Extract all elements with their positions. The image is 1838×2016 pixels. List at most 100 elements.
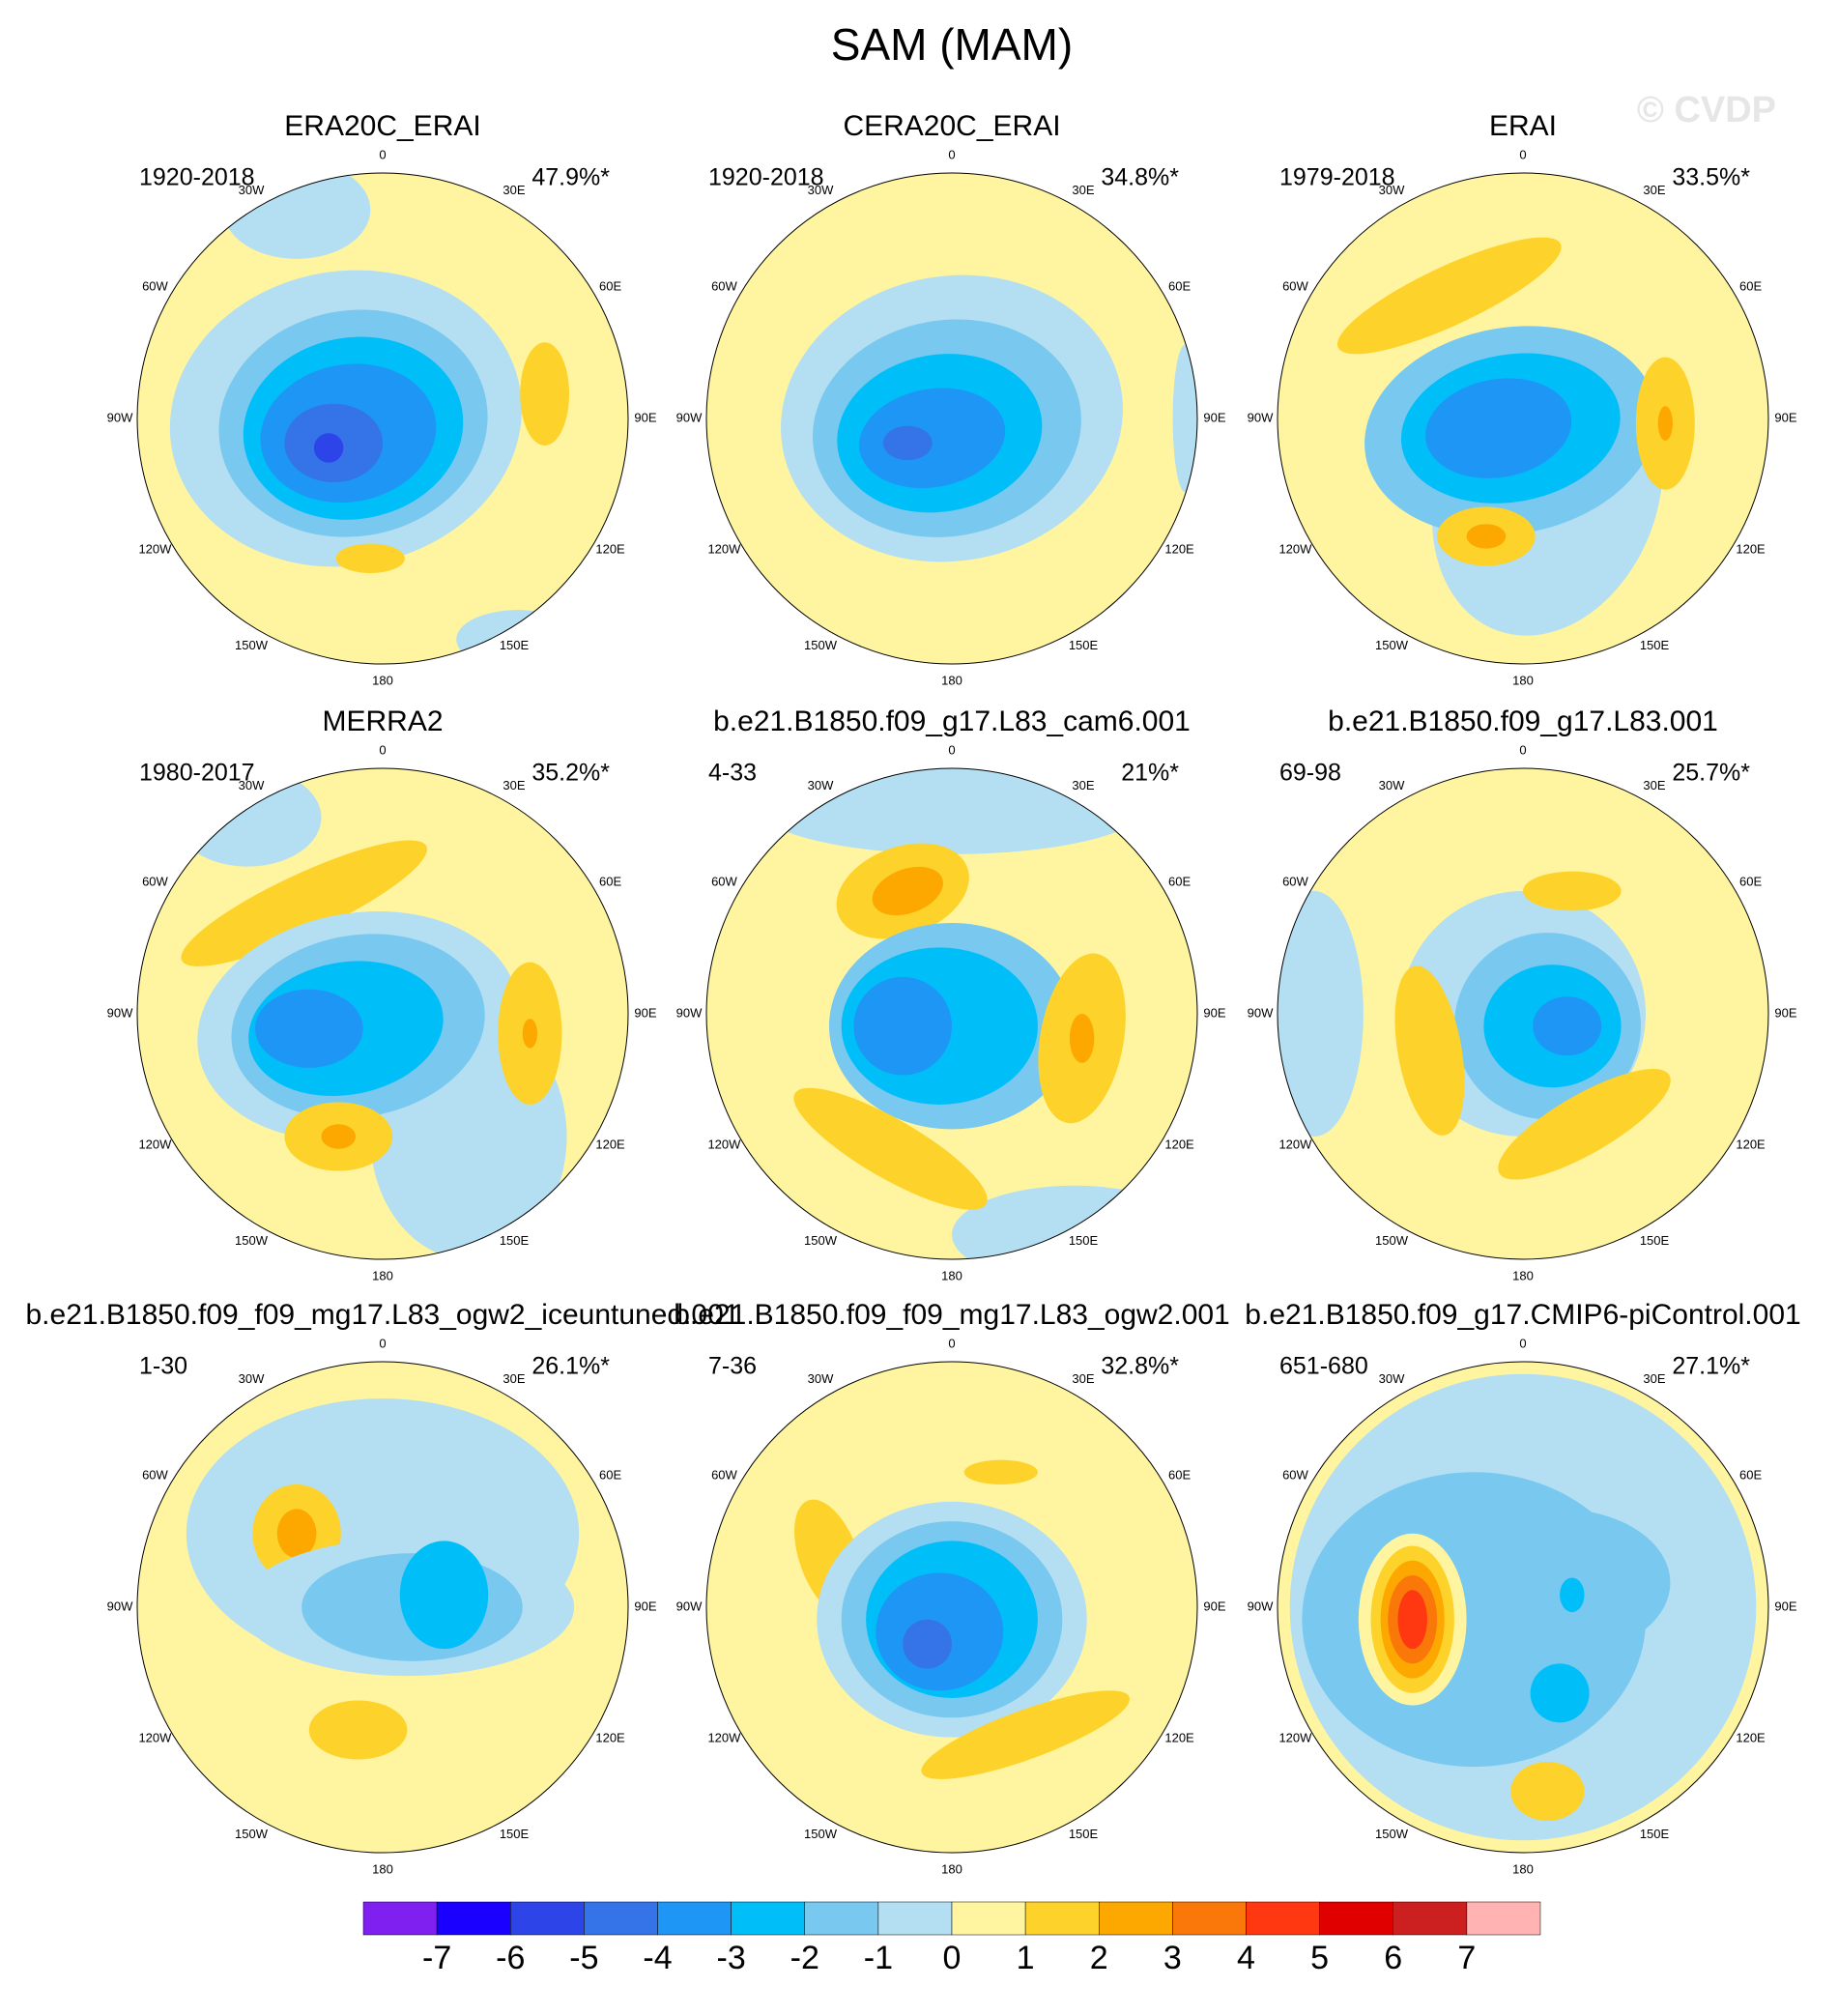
longitude-label: 90E [634, 1598, 656, 1613]
colorbar-box [1024, 1901, 1100, 1936]
colorbar-box [436, 1901, 511, 1936]
colorbar-label: 0 [943, 1940, 962, 1976]
panel-variance: 34.8%* [1101, 164, 1179, 191]
longitude-label: 30W [239, 1371, 265, 1386]
longitude-label: 90W [1248, 1598, 1274, 1613]
longitude-label: 30W [1379, 183, 1405, 197]
contour-fill [1425, 378, 1572, 478]
contour-fill [1172, 344, 1197, 493]
longitude-label: 30W [239, 778, 265, 792]
longitude-label: 90W [676, 1598, 703, 1613]
contour-fill [1394, 965, 1465, 1136]
colorbar-box [1466, 1901, 1541, 1936]
contour-fill [1069, 1014, 1095, 1063]
contour-field [137, 173, 628, 664]
longitude-label: 120W [1278, 541, 1312, 556]
longitude-label: 150W [235, 1233, 269, 1248]
longitude-label: 120W [138, 1730, 172, 1744]
longitude-label: 150W [1375, 638, 1409, 652]
longitude-label: 0 [948, 1336, 955, 1350]
contour-fill [522, 1019, 538, 1049]
contour-fill [1657, 406, 1673, 441]
map-panel: MERRA2 1980-2017 35.2%* 0 30E 60E 90E 120E 150E 1… [107, 706, 657, 1283]
longitude-label: 150W [1375, 1233, 1409, 1248]
longitude-label: 150W [804, 1233, 838, 1248]
panel-title: ERA20C_ERAI [284, 110, 480, 142]
contour-fill [963, 1459, 1038, 1485]
contour-fill [1523, 871, 1622, 911]
panel-period: 651-680 [1279, 1353, 1368, 1380]
contour-fill [313, 433, 344, 463]
longitude-label: 180 [941, 1861, 962, 1876]
colorbar-label: 2 [1090, 1940, 1108, 1976]
contour-fill [793, 1087, 988, 1210]
colorbar-label: -1 [864, 1940, 893, 1976]
contour-fill [1530, 1663, 1590, 1723]
colorbar-label: 7 [1457, 1940, 1476, 1976]
longitude-label: 90W [1248, 410, 1274, 424]
colorbar-label: -6 [496, 1940, 525, 1976]
longitude-label: 180 [372, 1861, 393, 1876]
panel-variance: 33.5%* [1672, 164, 1750, 191]
colorbar-label: 6 [1384, 1940, 1402, 1976]
panel-title: b.e21.B1850.f09_g17.CMIP6-piControl.001 [1245, 1299, 1800, 1331]
longitude-label: 30W [1379, 778, 1405, 792]
longitude-label: 30E [503, 1371, 525, 1386]
contour-fill [1533, 996, 1602, 1056]
contour-field [706, 1362, 1197, 1853]
contour-fill [1510, 1762, 1585, 1821]
colorbar-box [657, 1901, 732, 1936]
contour-fill [1449, 1509, 1671, 1656]
longitude-label: 0 [1519, 147, 1526, 161]
colorbar-label: -4 [643, 1940, 672, 1976]
contour-fill [181, 840, 427, 966]
longitude-label: 60E [599, 278, 621, 293]
contour-fill [872, 866, 943, 916]
longitude-label: 120E [595, 1137, 625, 1151]
longitude-label: 90W [1248, 1005, 1274, 1020]
watermark: © CVDP [1637, 90, 1776, 130]
colorbar-box [804, 1901, 879, 1936]
contour-fill [335, 543, 405, 574]
contour-fill [755, 768, 1149, 854]
map-border [1277, 1361, 1769, 1854]
colorbar-label: 1 [1017, 1940, 1035, 1976]
longitude-label: 90E [1774, 1005, 1796, 1020]
longitude-label: 120E [595, 1730, 625, 1744]
colorbar-label: -3 [717, 1940, 746, 1976]
map-border [136, 767, 629, 1260]
longitude-label: 150W [804, 1827, 838, 1841]
longitude-label: 30W [239, 183, 265, 197]
longitude-label: 120W [138, 541, 172, 556]
longitude-label: 90W [107, 1598, 133, 1613]
longitude-label: 60W [1282, 278, 1308, 293]
contour-field [706, 768, 1197, 1259]
longitude-label: 150E [1640, 1827, 1670, 1841]
contour-fill [254, 989, 363, 1068]
contour-fill [276, 1509, 317, 1559]
contour-fill [1336, 237, 1562, 355]
colorbar-box [1393, 1901, 1468, 1936]
map-panel: b.e21.B1850.f09_g17.L83_cam6.001 4-33 21%*… [676, 706, 1226, 1283]
longitude-label: 90W [107, 1005, 133, 1020]
longitude-label: 90E [1774, 1598, 1796, 1613]
longitude-label: 150E [1069, 638, 1099, 652]
colorbar-label: -7 [422, 1940, 451, 1976]
longitude-label: 120E [1736, 1730, 1766, 1744]
contour-fill [903, 1619, 952, 1669]
map-border [705, 767, 1198, 1260]
contour-fill [520, 342, 570, 446]
longitude-label: 30E [1072, 778, 1094, 792]
longitude-label: 30E [503, 183, 525, 197]
longitude-label: 30W [1379, 1371, 1405, 1386]
contour-fill [921, 1690, 1130, 1779]
longitude-label: 60E [1739, 1467, 1762, 1482]
longitude-label: 180 [941, 1268, 962, 1282]
longitude-label: 90W [676, 1005, 703, 1020]
longitude-label: 0 [1519, 1336, 1526, 1350]
panel-period: 1920-2018 [708, 164, 824, 191]
longitude-label: 150E [1069, 1233, 1099, 1248]
longitude-label: 0 [1519, 742, 1526, 757]
colorbar-label: 4 [1237, 1940, 1255, 1976]
